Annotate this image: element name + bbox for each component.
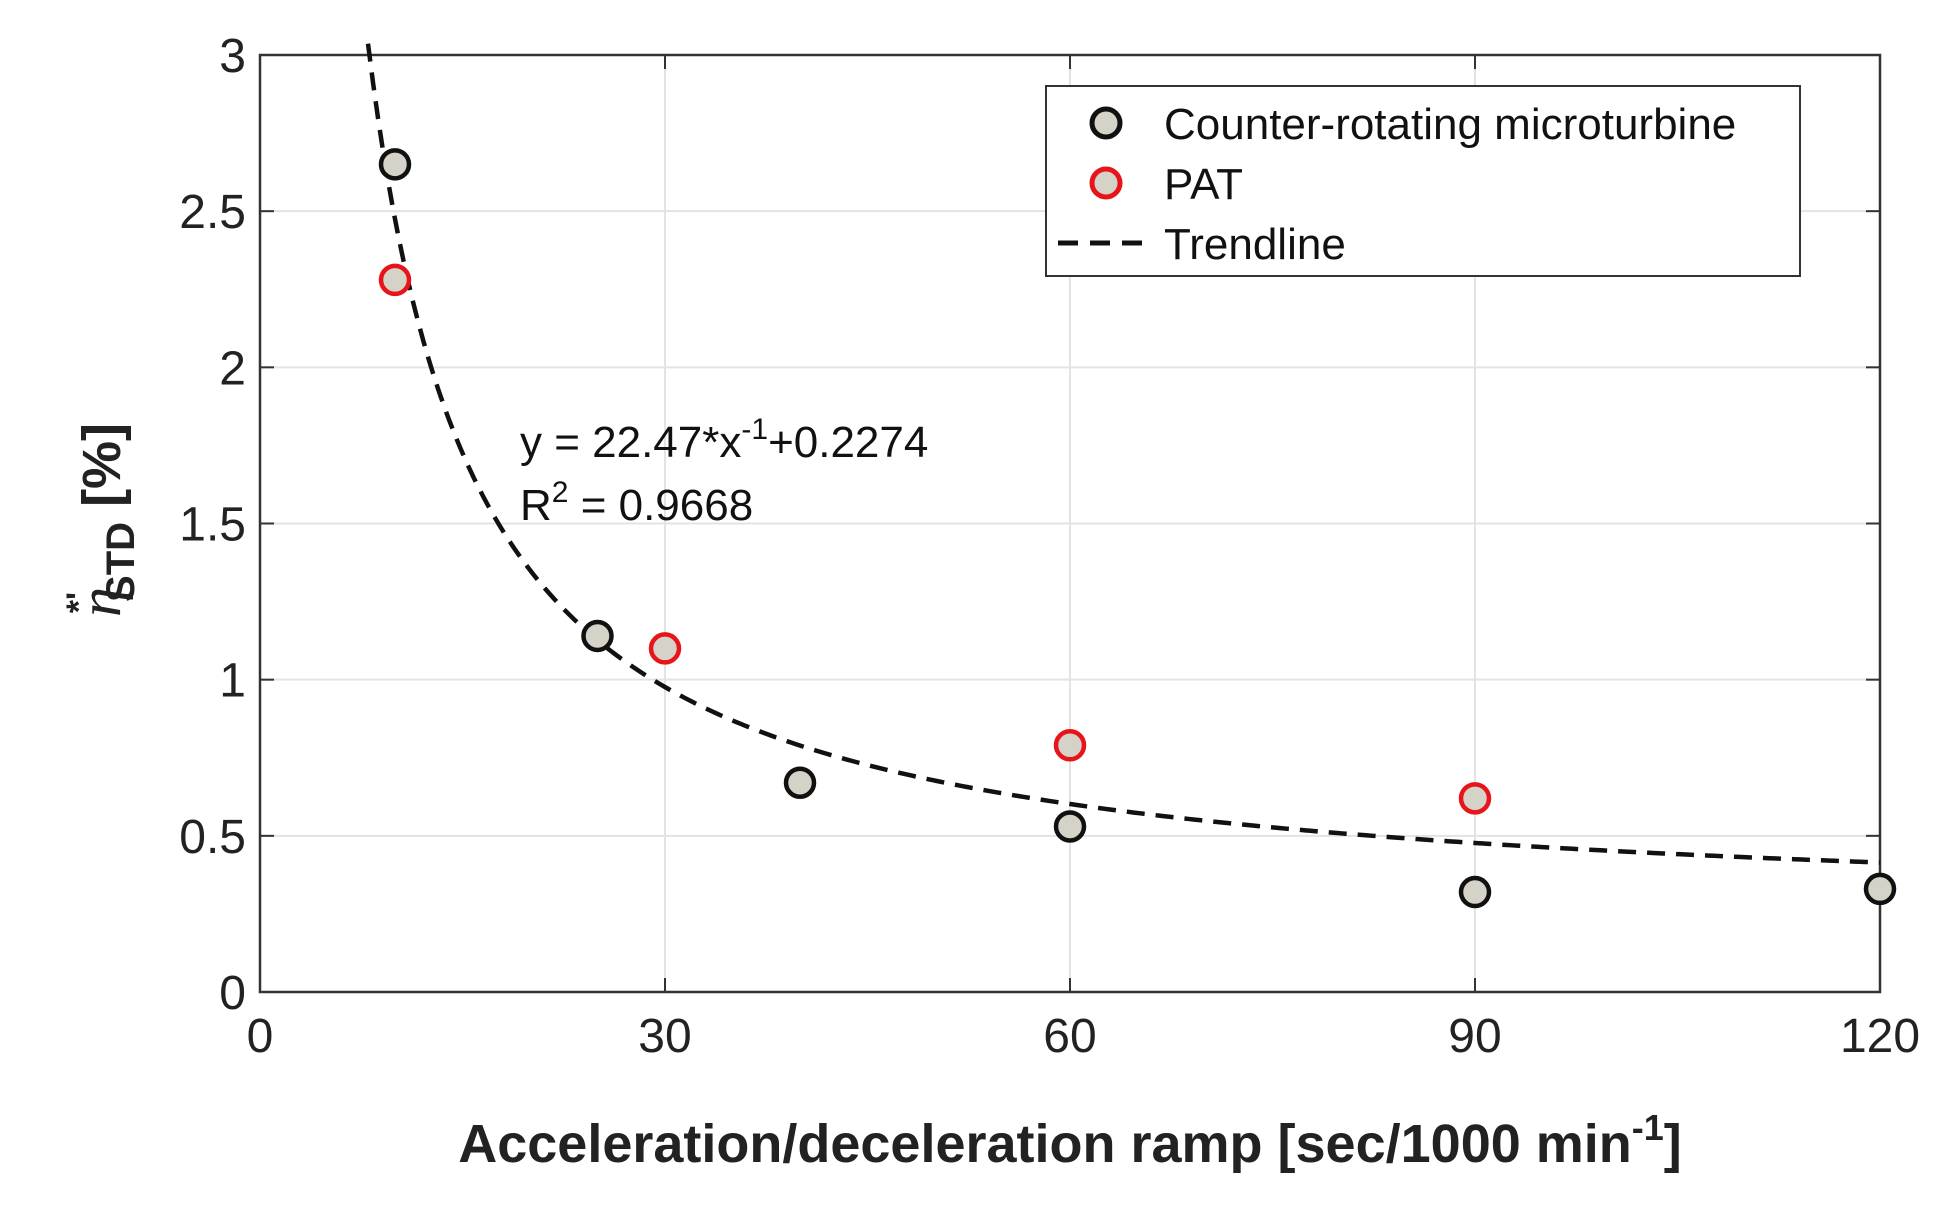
- x-axis-title: Acceleration/deceleration ramp [sec/1000…: [458, 1107, 1682, 1174]
- data-point-microturbine: [783, 766, 817, 799]
- data-point-microturbine: [581, 619, 614, 653]
- x-tick-label: 0: [247, 1010, 274, 1063]
- trendline-curve: [365, 43, 1881, 865]
- legend-box: [1045, 85, 1801, 277]
- y-axis-title: η*'STD [%]: [60, 423, 143, 617]
- tick-labels: 0 30 60 90 120 0 0.5 1 1.5 2 2.5 3: [179, 30, 1920, 1063]
- data-point-pat: [648, 632, 682, 665]
- legend-marker-pat: [1089, 166, 1123, 200]
- y-tick-label: 0: [219, 967, 246, 1020]
- x-tick-label: 120: [1840, 1010, 1920, 1063]
- plot-area-frame: [258, 53, 1882, 994]
- trendline-equation: y = 22.47*x-1+0.2274: [520, 413, 928, 467]
- y-tick-label: 1.5: [179, 499, 246, 552]
- y-tick-label: 0.5: [179, 811, 246, 864]
- svg-text:η*'STD [%]: η*'STD [%]: [60, 423, 143, 617]
- r-squared-label: R2 = 0.9668: [520, 476, 753, 530]
- y-tick-label: 1: [219, 655, 246, 708]
- y-tick-label: 2: [219, 342, 246, 395]
- data-point-pat: [1458, 782, 1492, 815]
- data-point-pat: [378, 263, 412, 297]
- legend-marker-microturbine: [1089, 106, 1123, 140]
- y-tick-label: 2.5: [179, 186, 246, 239]
- data-points-layer: [378, 148, 1897, 909]
- x-tick-label: 30: [638, 1010, 691, 1063]
- x-tick-label: 60: [1043, 1010, 1096, 1063]
- data-point-microturbine: [1863, 872, 1897, 906]
- data-point-microturbine: [378, 148, 412, 181]
- y-tick-label: 3: [219, 30, 246, 83]
- data-point-microturbine: [1458, 875, 1492, 909]
- data-point-pat: [1053, 729, 1087, 762]
- data-point-microturbine: [1053, 810, 1087, 843]
- legend-label-pat: PAT: [1164, 160, 1243, 209]
- legend-label-trendline: Trendline: [1164, 220, 1346, 269]
- trendline-layer: [365, 43, 1881, 865]
- x-tick-label: 90: [1448, 1010, 1501, 1063]
- legend: Counter-rotating microturbine PAT Trendl…: [1045, 85, 1801, 277]
- legend-label-microturbine: Counter-rotating microturbine: [1164, 100, 1736, 149]
